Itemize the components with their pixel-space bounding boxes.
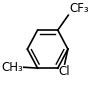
Text: CH₃: CH₃ (1, 61, 23, 74)
Text: CF₃: CF₃ (69, 2, 89, 15)
Text: Cl: Cl (59, 65, 70, 78)
